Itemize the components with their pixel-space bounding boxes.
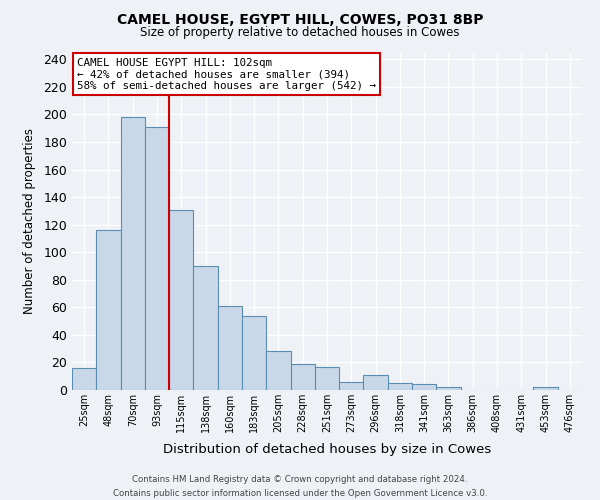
Bar xyxy=(388,383,412,390)
Bar xyxy=(96,230,121,390)
Bar xyxy=(145,127,169,390)
Bar xyxy=(412,384,436,390)
X-axis label: Distribution of detached houses by size in Cowes: Distribution of detached houses by size … xyxy=(163,444,491,456)
Y-axis label: Number of detached properties: Number of detached properties xyxy=(23,128,37,314)
Bar xyxy=(436,387,461,390)
Text: CAMEL HOUSE EGYPT HILL: 102sqm
← 42% of detached houses are smaller (394)
58% of: CAMEL HOUSE EGYPT HILL: 102sqm ← 42% of … xyxy=(77,58,376,91)
Bar xyxy=(193,266,218,390)
Bar xyxy=(266,352,290,390)
Bar xyxy=(315,366,339,390)
Bar xyxy=(72,368,96,390)
Text: Contains HM Land Registry data © Crown copyright and database right 2024.
Contai: Contains HM Land Registry data © Crown c… xyxy=(113,476,487,498)
Bar xyxy=(364,375,388,390)
Text: CAMEL HOUSE, EGYPT HILL, COWES, PO31 8BP: CAMEL HOUSE, EGYPT HILL, COWES, PO31 8BP xyxy=(117,12,483,26)
Bar xyxy=(242,316,266,390)
Bar xyxy=(533,387,558,390)
Bar xyxy=(290,364,315,390)
Bar xyxy=(339,382,364,390)
Bar xyxy=(121,117,145,390)
Bar xyxy=(169,210,193,390)
Bar xyxy=(218,306,242,390)
Text: Size of property relative to detached houses in Cowes: Size of property relative to detached ho… xyxy=(140,26,460,39)
